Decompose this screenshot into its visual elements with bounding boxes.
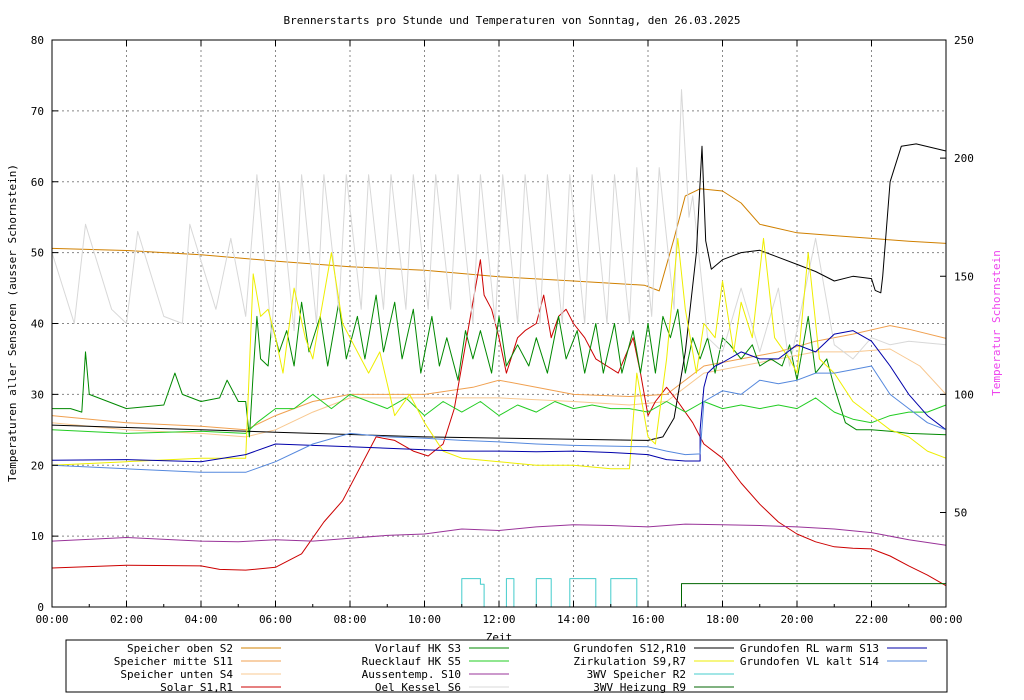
x-tick-label: 22:00 [855,613,888,626]
x-tick-label: 20:00 [780,613,813,626]
series-line-3wv_speicher [461,578,638,608]
y-axis-label: Temperaturen aller Sensoren (ausser Scho… [6,164,19,482]
legend-entry: Grundofen VL kalt S14 [740,655,927,668]
series-line-aussentemp [51,523,947,546]
legend-entry: Speicher oben S2 [127,642,281,655]
legend-label: Oel Kessel S6 [375,681,461,694]
y-tick-label: 30 [31,388,44,401]
legend-entry: Ruecklauf HK S5 [362,655,509,668]
y-tick-label: 80 [31,34,44,47]
series-line-vorlauf_hk [52,294,947,438]
y-tick-label: 60 [31,176,44,189]
x-tick-label: 02:00 [110,613,143,626]
y-tick-label: 0 [37,601,44,614]
legend-label: Vorlauf HK S3 [375,642,461,655]
y-tick-label: 40 [31,318,44,331]
y2-tick-label: 200 [954,152,974,165]
series-line-speicher_unten [51,348,947,438]
legend-entry: Vorlauf HK S3 [375,642,509,655]
legend-label: Speicher mitte S11 [114,655,233,668]
legend-label: Aussentemp. S10 [362,668,461,681]
y-tick-label: 50 [31,247,44,260]
legend-label: Grundofen S12,R10 [573,642,686,655]
legend-entry: Solar S1,R1 [160,681,281,694]
legend-label: Speicher oben S2 [127,642,233,655]
legend-label: Solar S1,R1 [160,681,233,694]
legend-entry: Speicher mitte S11 [114,655,281,668]
x-tick-label: 08:00 [333,613,366,626]
legend-label: Grundofen RL warm S13 [740,642,879,655]
series-line-grundofen [51,143,947,441]
x-tick-label: 10:00 [408,613,441,626]
x-tick-label: 04:00 [184,613,217,626]
legend-label: Zirkulation S9,R7 [573,655,686,668]
y2-tick-label: 250 [954,34,974,47]
legend-label: 3WV Heizung R9 [593,681,686,694]
y-tick-label: 70 [31,105,44,118]
series-line-ruecklauf_hk [51,393,947,434]
series-group [51,89,947,608]
series-line-grundofen_vl_kalt [51,365,947,473]
legend-label: Grundofen VL kalt S14 [740,655,879,668]
legend-entry: Speicher unten S4 [120,668,281,681]
grid [52,40,946,607]
legend-entry: 3WV Heizung R9 [593,681,734,694]
legend-label: Ruecklauf HK S5 [362,655,461,668]
chart-title: Brennerstarts pro Stunde und Temperature… [284,14,741,27]
ticks: 00:00 02:00 04:00 06:00 08:00 10:00 12:00 14:00… [31,34,974,626]
legend-label: Speicher unten S4 [120,668,233,681]
x-tick-label: 16:00 [631,613,664,626]
legend-entry: Grundofen S12,R10 [573,642,734,655]
legend-entry: Zirkulation S9,R7 [573,655,734,668]
y2-axis-label: Temperatur Schornstein [990,250,1003,396]
y-tick-label: 20 [31,459,44,472]
y2-tick-label: 100 [954,388,974,401]
series-line-zirkulation [51,237,947,470]
series-line-oel_kessel [51,89,947,367]
y-tick-label: 10 [31,530,44,543]
legend-entry: Oel Kessel S6 [375,681,509,694]
series-line-speicher_oben [51,188,947,292]
y2-tick-label: 150 [954,270,974,283]
x-tick-label: 06:00 [259,613,292,626]
x-tick-label: 12:00 [482,613,515,626]
x-tick-label: 18:00 [706,613,739,626]
series-line-speicher_mitte [51,325,947,431]
legend-box [65,639,948,693]
x-tick-label: 14:00 [557,613,590,626]
y2-tick-label: 50 [954,507,967,520]
x-tick-label: 00:00 [35,613,68,626]
legend-entry: 3WV Speicher R2 [587,668,734,681]
series-line-solar [51,259,947,587]
series-line-grundofen_rl_warm [51,330,947,463]
x-tick-label: 00:00 [929,613,962,626]
legend-entry: Grundofen RL warm S13 [740,642,927,655]
legend-entry: Aussentemp. S10 [362,668,509,681]
legend-label: 3WV Speicher R2 [587,668,686,681]
